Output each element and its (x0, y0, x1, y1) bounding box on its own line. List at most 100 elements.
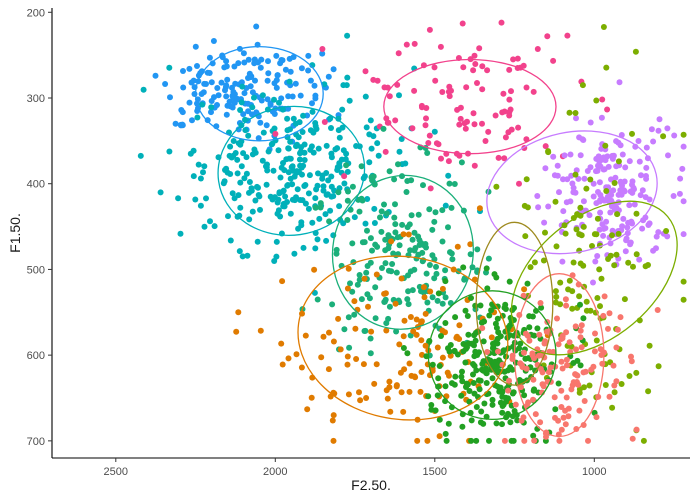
ellipse-layer (194, 45, 678, 438)
data-point (596, 198, 603, 205)
data-point (400, 345, 407, 351)
data-point (616, 79, 623, 86)
data-point (609, 152, 616, 159)
data-point (499, 348, 506, 355)
data-point (371, 205, 378, 212)
data-point (558, 426, 565, 433)
data-point (337, 346, 344, 353)
data-point (478, 408, 485, 415)
data-point (433, 263, 439, 270)
data-point (541, 219, 548, 226)
data-point (393, 252, 399, 259)
data-point (653, 233, 660, 240)
x-tick-label: 1000 (582, 466, 606, 478)
data-point (398, 136, 405, 142)
data-point (545, 369, 552, 376)
data-point (199, 101, 206, 108)
data-point (229, 190, 236, 197)
data-point (454, 333, 460, 340)
data-point (420, 182, 426, 189)
data-point (297, 92, 304, 99)
data-point (518, 384, 524, 391)
data-point (354, 281, 361, 288)
data-point (463, 84, 470, 91)
data-point (532, 411, 539, 418)
data-point (521, 349, 527, 356)
data-point (459, 368, 465, 375)
data-point (375, 152, 382, 159)
data-point (534, 46, 541, 52)
data-point (254, 238, 261, 245)
data-point (511, 305, 517, 311)
data-point (452, 373, 459, 380)
data-point (456, 121, 463, 128)
data-point (415, 251, 422, 258)
data-point (244, 252, 251, 259)
data-point (218, 79, 225, 86)
data-point (243, 154, 250, 161)
data-point (237, 204, 244, 211)
data-point (562, 407, 569, 414)
data-point (383, 327, 390, 334)
data-point (305, 190, 312, 197)
data-point (563, 356, 570, 363)
data-point (438, 333, 444, 339)
data-point (479, 86, 486, 93)
data-point (340, 82, 347, 89)
data-point (305, 67, 312, 74)
data-point (328, 150, 335, 157)
data-point (285, 145, 292, 152)
data-point (563, 394, 570, 401)
data-point (166, 64, 173, 71)
data-point (295, 225, 302, 232)
data-point (280, 160, 286, 166)
data-point (408, 177, 415, 184)
data-point (439, 89, 446, 95)
data-point (349, 288, 356, 295)
data-point (422, 241, 429, 247)
data-point (633, 426, 640, 433)
data-point (506, 332, 513, 339)
data-point (275, 207, 282, 214)
data-point (314, 296, 321, 303)
data-point (236, 248, 243, 255)
data-point (273, 238, 280, 245)
data-point (349, 240, 356, 247)
data-point (578, 232, 585, 239)
data-point (405, 301, 412, 308)
data-point (436, 433, 443, 440)
data-point (370, 173, 377, 180)
data-point (680, 296, 687, 303)
data-point (310, 129, 317, 136)
data-point (510, 437, 517, 444)
data-point (477, 377, 484, 384)
data-point (298, 65, 305, 72)
data-point (362, 93, 369, 100)
data-point (596, 226, 603, 233)
data-point (655, 229, 662, 236)
data-point (532, 367, 539, 374)
data-point (293, 351, 300, 358)
data-point (369, 247, 375, 254)
data-point (428, 402, 435, 408)
data-point (633, 210, 640, 217)
data-point (433, 270, 440, 277)
data-point (536, 331, 543, 338)
data-point (195, 161, 202, 168)
data-point (583, 298, 590, 305)
data-point (499, 421, 505, 428)
data-point (587, 176, 594, 183)
data-point (553, 293, 560, 300)
data-point (439, 354, 446, 361)
data-point (192, 43, 199, 50)
data-point (248, 187, 255, 194)
data-point (242, 127, 249, 134)
data-point (188, 79, 195, 86)
data-point (201, 223, 208, 230)
data-point (425, 140, 432, 146)
data-point (273, 77, 280, 84)
data-point (487, 357, 494, 364)
data-point (506, 112, 513, 119)
data-point (547, 364, 554, 371)
data-point (329, 301, 336, 308)
